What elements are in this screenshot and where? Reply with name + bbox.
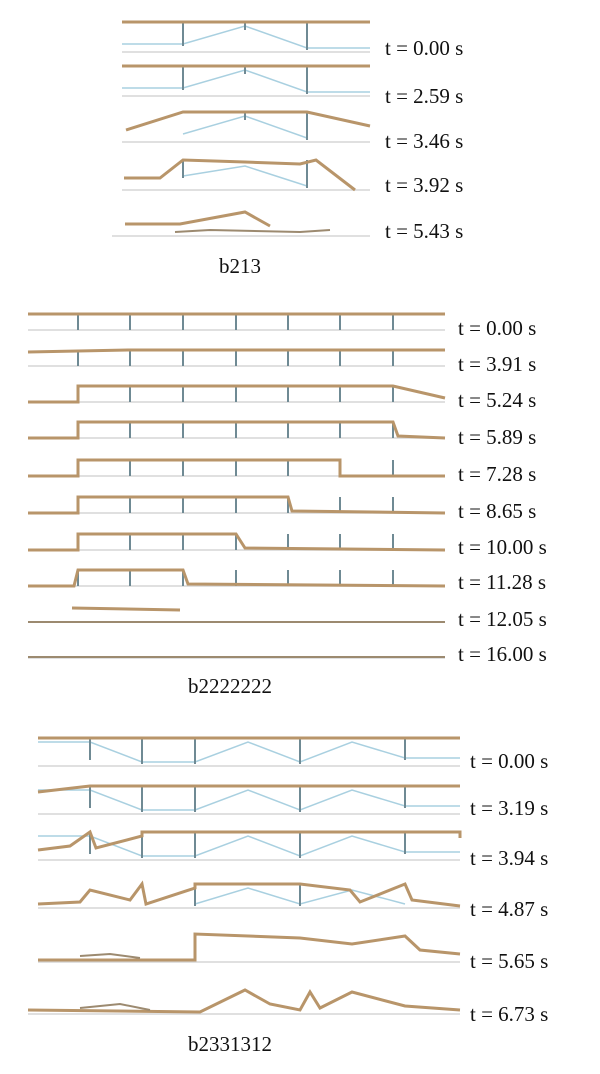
bridge-snapshot	[122, 158, 370, 192]
time-label: t = 11.28 s	[458, 570, 546, 594]
bridge-snapshot	[27, 348, 446, 367]
bridge-snapshot	[37, 736, 461, 767]
bridge-snapshot	[27, 988, 461, 1015]
bridge-snapshot	[122, 110, 371, 143]
bridge-snapshot	[27, 495, 446, 515]
bridge-snapshot	[120, 20, 372, 54]
bridge-snapshot	[120, 64, 372, 98]
time-label: t = 5.65 s	[470, 949, 548, 973]
time-label: t = 10.00 s	[458, 535, 547, 559]
bridge-snapshot	[27, 532, 446, 552]
bridge-snapshot	[28, 656, 445, 659]
bridge-snapshot	[28, 606, 445, 623]
time-label: t = 8.65 s	[458, 499, 536, 523]
time-label: t = 3.46 s	[385, 129, 463, 153]
group-label: b213	[219, 254, 261, 278]
time-label: t = 6.73 s	[470, 1002, 548, 1026]
group-label: b2331312	[188, 1032, 272, 1056]
time-label: t = 0.00 s	[385, 36, 463, 60]
group-label: b2222222	[188, 674, 272, 698]
time-label: t = 4.87 s	[470, 897, 548, 921]
bridge-snapshot	[27, 568, 446, 588]
time-label: t = 5.89 s	[458, 425, 536, 449]
time-label: t = 3.92 s	[385, 173, 463, 197]
bridge-snapshot	[112, 210, 370, 237]
time-label: t = 5.24 s	[458, 388, 536, 412]
time-label: t = 16.00 s	[458, 642, 547, 666]
bridge-snapshot	[27, 458, 446, 478]
time-label: t = 5.43 s	[385, 219, 463, 243]
time-label: t = 3.91 s	[458, 352, 536, 376]
time-label: t = 0.00 s	[470, 749, 548, 773]
time-label: t = 3.19 s	[470, 796, 548, 820]
time-label: t = 3.94 s	[470, 846, 548, 870]
bridge-snapshot	[37, 880, 461, 909]
time-label: t = 2.59 s	[385, 84, 463, 108]
time-label: t = 7.28 s	[458, 462, 536, 486]
time-label: t = 12.05 s	[458, 607, 547, 631]
time-label: t = 0.00 s	[458, 316, 536, 340]
bridge-snapshot	[38, 932, 461, 963]
bridge-snapshot	[37, 829, 462, 861]
bridge-snapshot	[37, 784, 461, 815]
bridge-snapshot	[27, 384, 446, 404]
bridge-snapshot	[27, 312, 446, 331]
bridge-snapshot	[27, 420, 446, 440]
